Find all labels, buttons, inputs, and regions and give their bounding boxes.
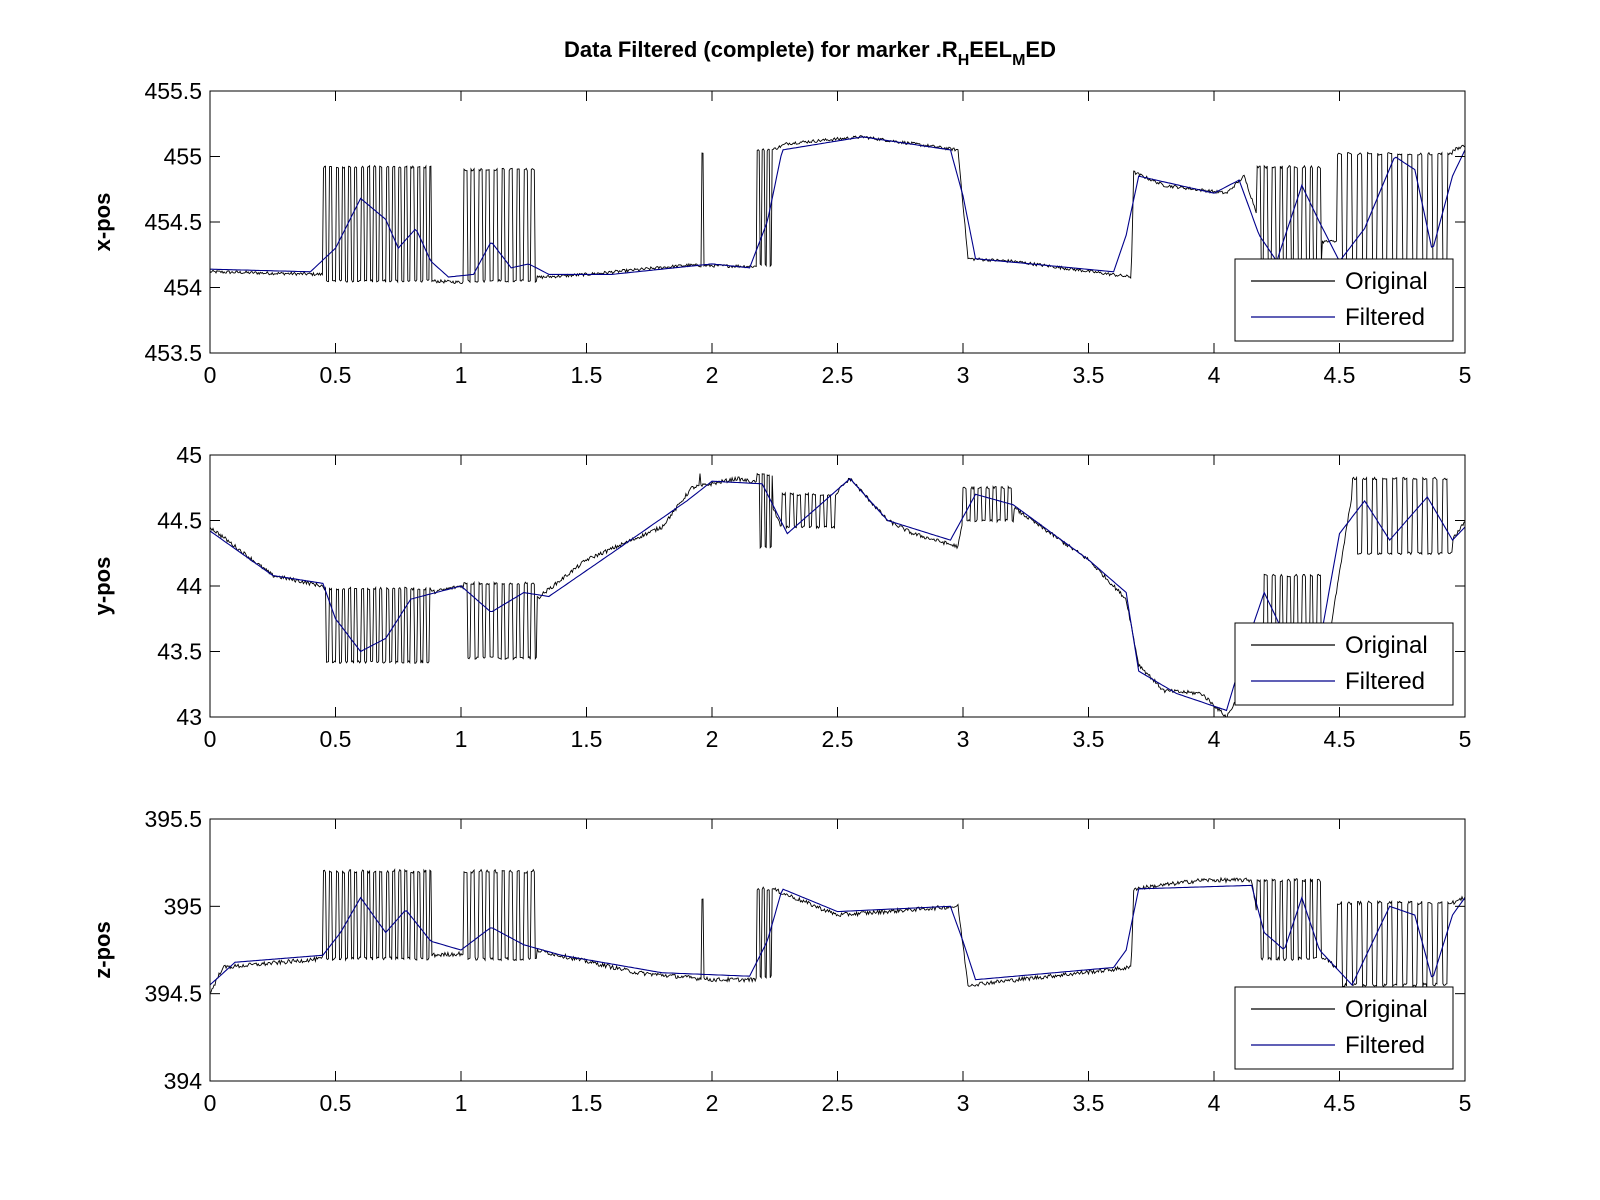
legend-box bbox=[1234, 258, 1454, 342]
legend-label-original: Original bbox=[1345, 268, 1428, 295]
legend-label-filtered: Filtered bbox=[1345, 1032, 1425, 1059]
subplot-x-pos: 0 0.5 1 1.5 2 2.5 3 3.5 4 4.5 5 453.5 454 454.5 455 455… bbox=[90, 78, 1471, 388]
x-tick-label: 4.5 bbox=[1324, 726, 1356, 752]
y-tick-label: 395 bbox=[164, 893, 202, 919]
x-tick-label: 1.5 bbox=[571, 1090, 603, 1116]
x-tick-label: 2.5 bbox=[822, 726, 854, 752]
x-tick-label: 2 bbox=[706, 1090, 719, 1116]
x-tick-label: 0.5 bbox=[320, 1090, 352, 1116]
x-tick-label: 3.5 bbox=[1073, 726, 1105, 752]
x-tick-label: 5 bbox=[1459, 362, 1472, 388]
x-tick-label: 3 bbox=[957, 726, 970, 752]
x-tick-label: 4.5 bbox=[1324, 362, 1356, 388]
x-tick-label: 2.5 bbox=[822, 1090, 854, 1116]
x-tick-label: 1 bbox=[455, 726, 468, 752]
legend-label-filtered: Filtered bbox=[1345, 304, 1425, 331]
series-original-line bbox=[210, 135, 1465, 285]
x-tick-label: 4 bbox=[1208, 726, 1221, 752]
x-tick-label: 3.5 bbox=[1073, 362, 1105, 388]
y-axis-label: y-pos bbox=[90, 557, 115, 616]
y-tick-label: 43 bbox=[176, 704, 202, 730]
y-axis-label: z-pos bbox=[90, 921, 115, 978]
legend-box bbox=[1234, 622, 1454, 706]
legend: Original Filtered bbox=[1234, 622, 1454, 706]
x-tick-label: 0.5 bbox=[320, 362, 352, 388]
legend-label-filtered: Filtered bbox=[1345, 668, 1425, 695]
subplot-y-pos: 0 0.5 1 1.5 2 2.5 3 3.5 4 4.5 54343.54444.545y-pos… bbox=[90, 442, 1471, 752]
x-tick-label: 1.5 bbox=[571, 362, 603, 388]
x-tick-label: 4 bbox=[1208, 362, 1221, 388]
y-tick-label: 454.5 bbox=[144, 209, 202, 235]
x-tick-label: 0 bbox=[204, 1090, 217, 1116]
x-tick-label: 1 bbox=[455, 362, 468, 388]
subplot-z-pos: 0 0.5 1 1.5 2 2.5 3 3.5 4 4.5 5 394 394.5 395 395.5 z-p… bbox=[90, 806, 1471, 1116]
x-tick-label: 1 bbox=[455, 1090, 468, 1116]
legend: Original Filtered bbox=[1234, 986, 1454, 1070]
series-filtered-line bbox=[210, 884, 1465, 986]
y-tick-label: 454 bbox=[164, 275, 203, 301]
x-tick-label: 1.5 bbox=[571, 726, 603, 752]
chart-title: Data Filtered (complete) for marker .RHE… bbox=[564, 37, 1056, 69]
x-tick-label: 3 bbox=[957, 1090, 970, 1116]
x-tick-label: 3.5 bbox=[1073, 1090, 1105, 1116]
x-tick-label: 0.5 bbox=[320, 726, 352, 752]
x-tick-label: 4 bbox=[1208, 1090, 1221, 1116]
y-tick-label: 45 bbox=[176, 442, 202, 468]
y-tick-label: 455 bbox=[164, 144, 202, 170]
y-tick-label: 43.5 bbox=[157, 639, 202, 665]
y-tick-label: 394 bbox=[164, 1068, 203, 1094]
legend-label-original: Original bbox=[1345, 996, 1428, 1023]
x-tick-label: 5 bbox=[1459, 1090, 1472, 1116]
y-tick-label: 395.5 bbox=[144, 806, 202, 832]
x-tick-label: 2 bbox=[706, 362, 719, 388]
y-tick-label: 455.5 bbox=[144, 78, 202, 104]
x-tick-label: 5 bbox=[1459, 726, 1472, 752]
legend-label-original: Original bbox=[1345, 632, 1428, 659]
x-tick-label: 2.5 bbox=[822, 362, 854, 388]
y-tick-label: 394.5 bbox=[144, 981, 202, 1007]
legend: Original Filtered bbox=[1234, 258, 1454, 342]
x-tick-label: 2 bbox=[706, 726, 719, 752]
y-axis-label: x-pos bbox=[90, 193, 115, 252]
subplots: 0 0.5 1 1.5 2 2.5 3 3.5 4 4.5 5453.5454454.5455455… bbox=[90, 78, 1471, 1116]
x-tick-label: 0 bbox=[204, 362, 217, 388]
series-filtered-line bbox=[210, 477, 1465, 712]
x-tick-label: 4.5 bbox=[1324, 1090, 1356, 1116]
y-tick-label: 44 bbox=[176, 573, 202, 599]
x-tick-label: 3 bbox=[957, 362, 970, 388]
y-tick-label: 453.5 bbox=[144, 340, 202, 366]
series-filtered-line bbox=[210, 136, 1465, 278]
x-tick-label: 0 bbox=[204, 726, 217, 752]
legend-box bbox=[1234, 986, 1454, 1070]
series-original-line bbox=[210, 868, 1465, 994]
y-tick-label: 44.5 bbox=[157, 508, 202, 534]
